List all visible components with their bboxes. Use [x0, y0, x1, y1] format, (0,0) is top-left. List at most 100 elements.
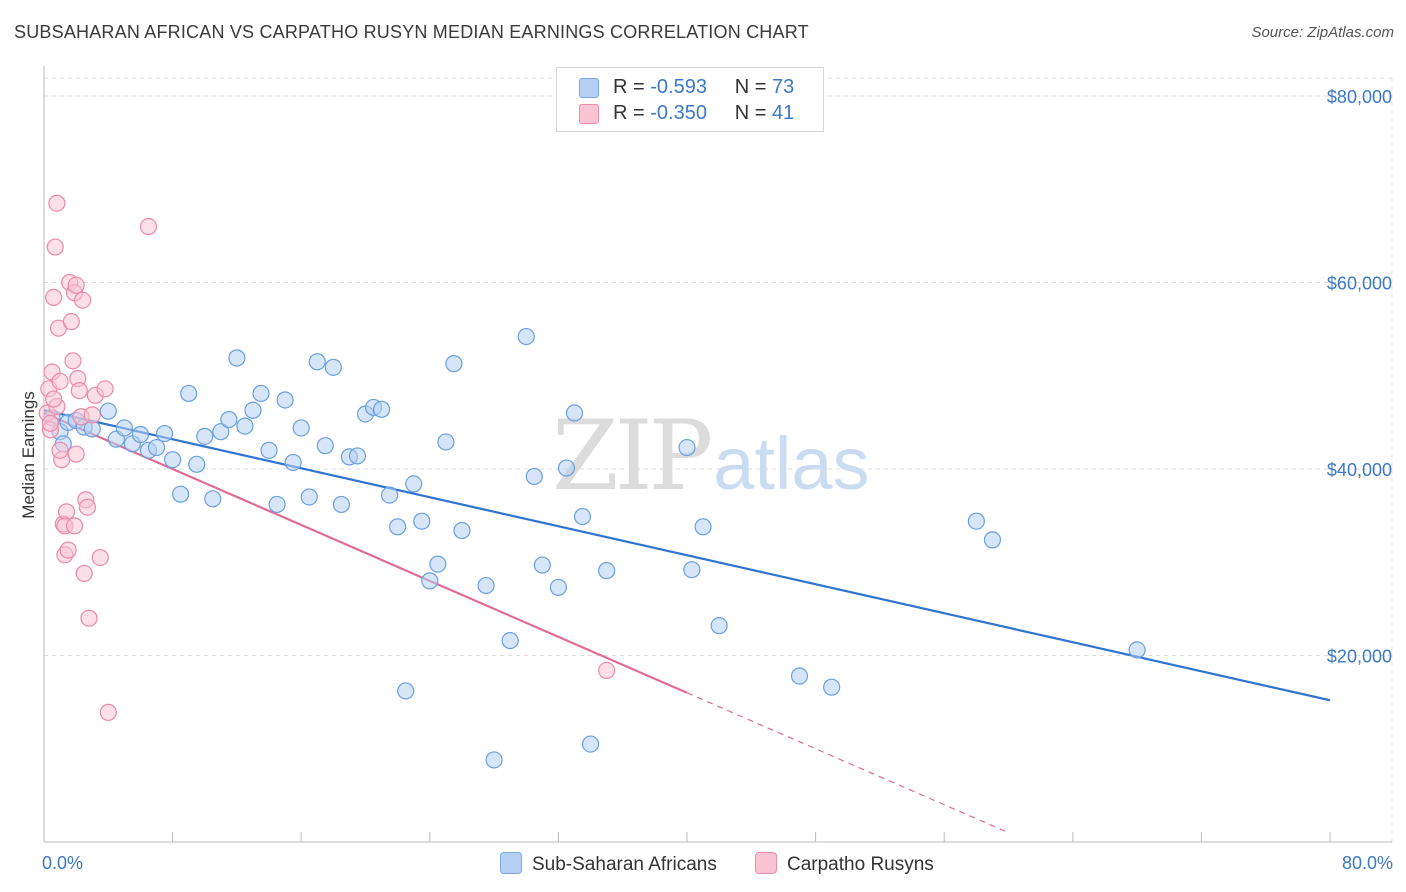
x-tick-label-min: 0.0%	[42, 853, 83, 873]
point-sub-saharan	[565, 404, 584, 422]
point-sub-saharan	[389, 518, 407, 536]
point-sub-saharan	[437, 433, 455, 451]
point-sub-saharan	[188, 455, 206, 473]
point-sub-saharan	[397, 682, 415, 700]
trend-lines	[43, 409, 1331, 834]
y-tick-label: $60,000	[1327, 273, 1392, 293]
bottom-legend-label: Carpatho Rusyns	[787, 854, 934, 875]
point-sub-saharan	[477, 576, 495, 595]
point-carpatho-rusyn	[70, 382, 88, 400]
point-sub-saharan	[236, 417, 254, 435]
y-tick-label: $20,000	[1327, 646, 1392, 666]
point-sub-saharan	[332, 495, 350, 514]
point-carpatho-rusyn	[75, 564, 93, 583]
legend-r-label: R =	[613, 76, 645, 98]
point-sub-saharan	[678, 438, 696, 457]
point-sub-saharan	[573, 507, 592, 526]
bottom-legend-label: Sub-Saharan Africans	[532, 854, 717, 875]
point-sub-saharan	[790, 667, 809, 685]
point-sub-saharan	[172, 485, 190, 503]
point-sub-saharan	[292, 419, 310, 437]
trend-line-carpatho-rusyn-extension	[686, 692, 1009, 834]
axis-labels: $20,000 $40,000 $60,000 $80,000 0.0% 80.0% Med…	[19, 87, 1393, 873]
point-carpatho-rusyn	[64, 352, 82, 370]
point-carpatho-rusyn	[62, 313, 80, 331]
axes	[43, 66, 1392, 843]
y-axis-title: Median Earnings	[19, 391, 38, 519]
point-carpatho-rusyn	[99, 703, 117, 721]
watermark: ZIPatlas	[552, 400, 870, 512]
trend-line-carpatho-rusyn	[43, 412, 688, 694]
chart-title: SUBSAHARAN AFRICAN VS CARPATHO RUSYN MED…	[14, 22, 809, 42]
point-sub-saharan	[308, 353, 326, 371]
point-carpatho-rusyn	[41, 414, 60, 432]
point-sub-saharan	[581, 735, 600, 753]
bottom-legend-swatch-carpatho-rusyn	[755, 852, 777, 874]
bottom-legend-sub-saharan: Sub-Saharan Africans	[500, 852, 717, 876]
legend-r-label: R =	[613, 102, 645, 124]
point-sub-saharan	[284, 453, 302, 472]
point-carpatho-rusyn	[80, 609, 98, 627]
point-sub-saharan	[525, 467, 543, 486]
point-carpatho-rusyn	[78, 498, 97, 516]
x-tick-label-max: 80.0%	[1342, 853, 1393, 873]
legend: R = -0.593 N = 73 R = -0.350 N = 41	[556, 67, 824, 132]
point-sub-saharan	[300, 488, 318, 506]
point-sub-saharan	[823, 678, 841, 696]
point-carpatho-rusyn	[91, 548, 109, 567]
point-carpatho-rusyn	[598, 661, 616, 680]
point-sub-saharan	[268, 495, 286, 514]
point-sub-saharan	[429, 555, 447, 573]
bottom-legend-swatch-sub-saharan	[500, 852, 522, 874]
point-sub-saharan	[694, 518, 712, 536]
point-sub-saharan	[517, 327, 535, 346]
point-carpatho-rusyn	[45, 390, 63, 408]
point-carpatho-rusyn	[45, 288, 63, 307]
legend-n-value: 73	[772, 76, 795, 98]
point-sub-saharan	[276, 391, 294, 409]
point-sub-saharan	[260, 441, 278, 459]
legend-n-label: N =	[734, 76, 767, 98]
point-sub-saharan	[967, 512, 985, 530]
point-sub-saharan	[501, 631, 519, 650]
point-sub-saharan	[710, 617, 728, 635]
legend-n-label: N =	[734, 102, 767, 124]
point-sub-saharan	[212, 423, 230, 441]
point-sub-saharan	[983, 531, 1002, 549]
point-sub-saharan	[316, 437, 334, 455]
point-sub-saharan	[421, 572, 439, 590]
point-carpatho-rusyn	[51, 441, 69, 459]
point-sub-saharan	[155, 424, 174, 443]
point-sub-saharan	[228, 349, 246, 367]
point-sub-saharan	[196, 427, 214, 445]
legend-n-value: 41	[772, 102, 795, 124]
point-sub-saharan	[115, 419, 133, 437]
data-points	[38, 194, 1146, 769]
point-sub-saharan	[180, 384, 198, 403]
point-sub-saharan	[244, 401, 262, 419]
point-sub-saharan	[557, 459, 576, 477]
point-sub-saharan	[99, 402, 117, 420]
legend-swatch-sub-saharan	[579, 78, 599, 98]
trend-line-sub-saharan	[43, 409, 1331, 702]
point-carpatho-rusyn	[67, 276, 85, 294]
point-sub-saharan	[533, 556, 551, 574]
point-sub-saharan	[164, 451, 182, 469]
point-carpatho-rusyn	[51, 372, 69, 390]
legend-swatch-carpatho-rusyn	[579, 104, 599, 124]
point-carpatho-rusyn	[67, 445, 85, 463]
point-carpatho-rusyn	[96, 380, 114, 398]
point-carpatho-rusyn	[46, 238, 64, 256]
point-carpatho-rusyn	[65, 517, 84, 535]
y-tick-label: $40,000	[1327, 460, 1392, 480]
legend-r-value: -0.593	[650, 76, 707, 98]
point-carpatho-rusyn	[59, 541, 77, 559]
point-sub-saharan	[204, 490, 222, 508]
point-sub-saharan	[252, 384, 270, 403]
legend-r-value: -0.350	[650, 102, 707, 124]
point-sub-saharan	[381, 486, 399, 504]
point-sub-saharan	[220, 410, 238, 429]
point-sub-saharan	[683, 561, 701, 579]
y-tick-label: $80,000	[1327, 87, 1392, 107]
point-sub-saharan	[348, 447, 367, 465]
